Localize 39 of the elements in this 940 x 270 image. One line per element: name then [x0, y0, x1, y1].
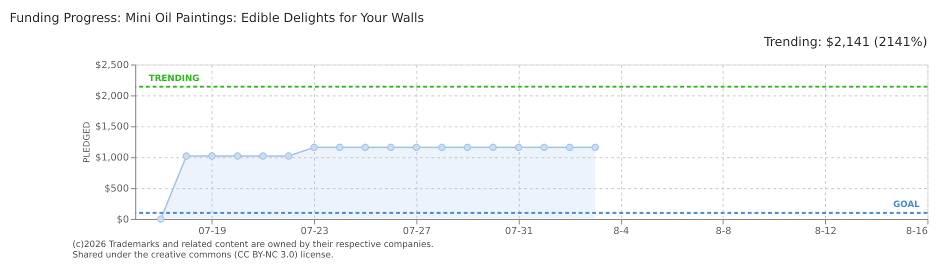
x-tick-label: 8-16	[906, 226, 928, 238]
x-tick-label: 07-23	[300, 226, 329, 238]
point	[157, 215, 165, 223]
point	[182, 152, 190, 160]
point	[259, 152, 267, 160]
point	[387, 144, 395, 152]
x-tick-label: 8-4	[613, 226, 630, 238]
point	[208, 152, 216, 160]
y-tick-label: $1,500	[95, 122, 129, 133]
point	[489, 144, 497, 152]
x-tick-label: 8-8	[716, 226, 732, 238]
y-tick-label: $1,000	[95, 152, 129, 164]
point	[336, 144, 344, 152]
point	[540, 144, 548, 152]
point	[464, 144, 472, 152]
point	[310, 144, 318, 152]
text: (c)2026 Trademarks and related content are owned by their respective companies.	[72, 240, 434, 250]
point	[592, 144, 599, 152]
x-tick-label: 07-19	[198, 226, 226, 238]
y-tick-label: $2,000	[95, 90, 129, 102]
point	[234, 152, 242, 160]
y-tick-label: $0	[116, 214, 129, 226]
text: Shared under the creative commons (CC BY-NC 3.0) license.	[72, 250, 334, 261]
text: Trending: $2,141 (2141%)	[762, 34, 928, 50]
point	[566, 144, 574, 152]
point	[438, 144, 446, 152]
x-tick-label: 07-27	[402, 226, 431, 238]
point	[514, 144, 522, 152]
x-tick-label: 8-12	[814, 226, 837, 238]
ref-line-label: TRENDING	[148, 74, 200, 84]
y-tick-label: $2,500	[95, 60, 129, 71]
point	[284, 152, 292, 160]
point	[362, 144, 369, 152]
point	[412, 144, 420, 152]
x-tick-label: 07-31	[505, 226, 534, 238]
y-axis-title: PLEDGED	[82, 121, 92, 163]
y-tick-label: $500	[104, 184, 129, 195]
chart-title: Funding Progress: Mini Oil Paintings: Edible Delights for Your Walls	[10, 10, 424, 25]
ref-line-label: GOAL	[893, 200, 920, 210]
